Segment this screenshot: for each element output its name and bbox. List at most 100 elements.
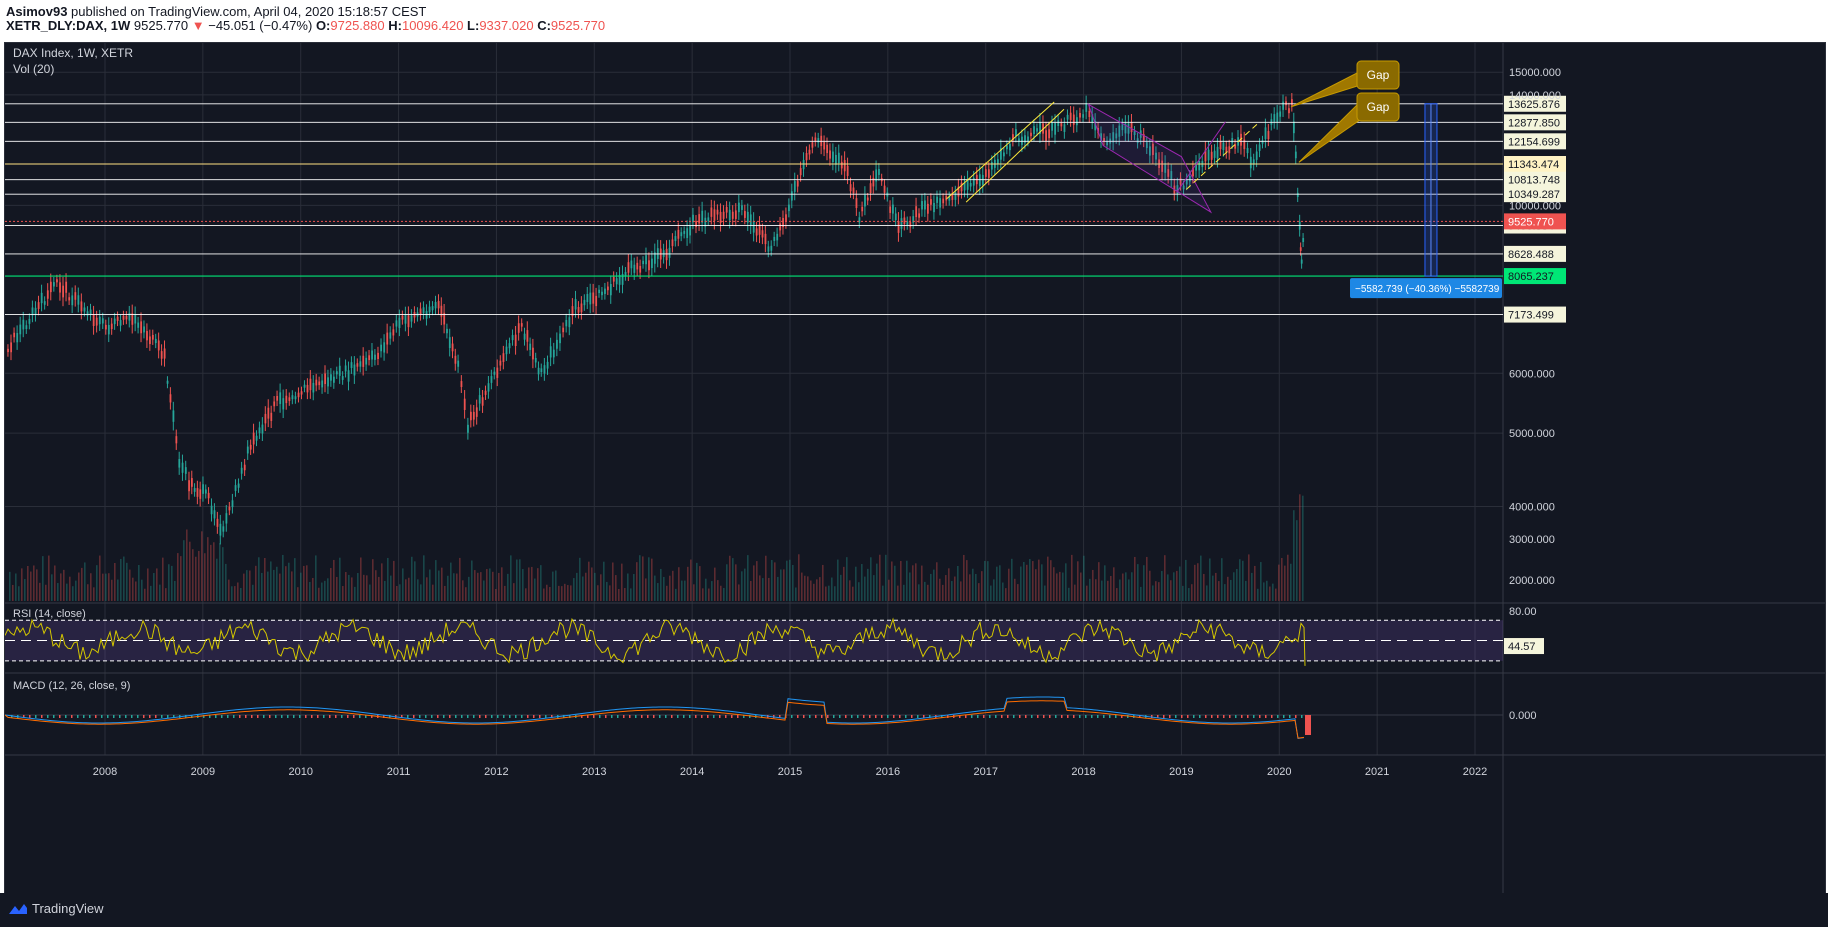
volume-bar <box>591 567 593 601</box>
macd-histogram-bar <box>227 715 229 718</box>
candle-body <box>193 488 196 492</box>
macd-histogram-bar <box>899 715 901 718</box>
candle-body <box>377 352 379 360</box>
volume-bar <box>747 555 749 601</box>
candle-body <box>1219 141 1222 150</box>
volume-bar <box>1254 565 1256 601</box>
price-tick: 10000.000 <box>1509 200 1561 212</box>
chart-canvas[interactable]: DAX Index, 1W, XETR Vol (20) RSI (14, clos… <box>5 43 1825 893</box>
author-name[interactable]: Asimov93 <box>6 4 68 19</box>
candle-body <box>951 193 954 200</box>
candle-body <box>1188 175 1191 182</box>
volume-bar <box>846 557 848 601</box>
candle-body <box>225 513 228 524</box>
candle-body <box>143 326 145 333</box>
volume-bar <box>1095 579 1097 601</box>
macd-histogram-bar <box>833 715 835 718</box>
candle-body <box>1027 136 1029 142</box>
candle-body <box>231 500 234 508</box>
macd-histogram-bar <box>521 715 523 718</box>
measure-label-box <box>1350 278 1502 299</box>
candle-body <box>1112 132 1115 143</box>
candle-body <box>749 214 752 226</box>
volume-bar <box>1218 581 1220 601</box>
volume-bar <box>399 584 401 601</box>
tradingview-logo[interactable]: TradingView <box>6 901 104 916</box>
volume-bar <box>54 565 56 601</box>
candle-body <box>716 209 719 215</box>
candle-body <box>618 274 621 285</box>
candle-body <box>568 317 571 328</box>
macd-pane-title: MACD (12, 26, close, 9) <box>13 680 130 692</box>
volume-bar <box>24 579 26 601</box>
price-change: −45.051 (−0.47%) <box>208 18 313 33</box>
volume-bar <box>360 557 362 601</box>
volume-bar <box>909 572 911 601</box>
candle-body <box>537 367 540 375</box>
candle-body <box>303 384 306 388</box>
candle-body <box>454 355 457 364</box>
candle-body <box>297 392 300 398</box>
volume-bar <box>264 557 266 601</box>
candle-body <box>1291 99 1293 106</box>
candle-body <box>1216 146 1219 159</box>
level-tag <box>1504 245 1566 262</box>
candle-body <box>86 311 89 316</box>
candle-body <box>704 217 707 227</box>
candle-body <box>1012 134 1014 141</box>
volume-bar <box>489 568 491 601</box>
candle-body <box>517 323 520 333</box>
candle-body <box>546 361 549 369</box>
macd-histogram-bar <box>929 715 931 718</box>
x-tick-label: 2022 <box>1463 766 1487 778</box>
volume-bar <box>780 569 782 601</box>
candle-body <box>470 411 472 421</box>
macd-histogram-bar <box>839 715 841 718</box>
macd-histogram-bar <box>341 715 343 718</box>
volume-bar <box>786 560 788 601</box>
volume-bar <box>51 574 53 601</box>
candle-body <box>651 258 653 269</box>
candle-body <box>249 444 252 450</box>
volume-bar <box>990 585 992 601</box>
x-tick-label: 2016 <box>876 766 900 778</box>
macd-histogram-bar <box>353 715 355 718</box>
candle-body <box>428 306 431 313</box>
macd-histogram-bar <box>1097 715 1099 718</box>
volume-bar <box>1290 563 1292 601</box>
volume-bar <box>1185 559 1187 601</box>
candle-body <box>1133 131 1136 135</box>
x-tick-label: 2013 <box>582 766 606 778</box>
volume-bar <box>312 577 314 601</box>
candle-body <box>216 518 219 527</box>
macd-histogram-bar <box>797 715 799 718</box>
candle-body <box>966 179 969 190</box>
candle-body <box>178 459 181 468</box>
candle-body <box>1240 133 1242 146</box>
level-tag <box>1504 114 1566 131</box>
measure-label: −5582.739 (−40.36%) −5582739 <box>1355 284 1500 295</box>
candle-body <box>34 307 37 315</box>
volume-bar <box>249 570 251 601</box>
candle-body <box>119 320 122 326</box>
volume-bar <box>849 580 851 601</box>
candle-body <box>264 413 267 424</box>
candle-body <box>577 306 580 313</box>
volume-bar <box>954 576 956 601</box>
volume-bar <box>555 570 557 601</box>
volume-bar <box>744 568 746 601</box>
volume-bar <box>147 568 149 601</box>
candle-body <box>472 411 475 420</box>
gap-pointer <box>1290 72 1368 108</box>
candle-body <box>157 340 160 351</box>
candle-body <box>894 213 897 221</box>
macd-histogram-bar <box>89 715 91 718</box>
macd-histogram-bar <box>443 715 445 718</box>
volume-bar <box>1287 554 1289 601</box>
volume-bar <box>723 587 725 601</box>
chart-frame[interactable]: DAX Index, 1W, XETR Vol (20) RSI (14, clos… <box>4 42 1826 894</box>
volume-bar <box>99 555 101 601</box>
macd-histogram-bar <box>335 715 337 718</box>
volume-bar <box>573 578 575 601</box>
candle-body <box>341 376 344 380</box>
